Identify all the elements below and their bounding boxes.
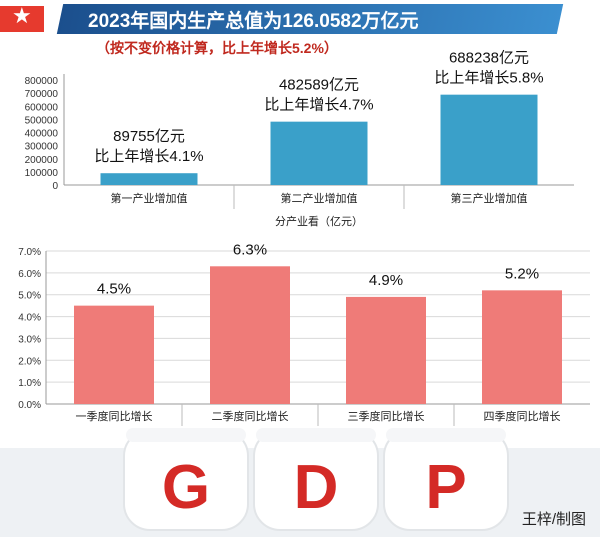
chart-subtitle: （按不变价格计算，比上年增长5.2%） — [96, 40, 338, 56]
value-label: 4.9% — [369, 272, 403, 289]
gdp-cube-top — [386, 428, 506, 442]
growth-label: 比上年增长5.8% — [434, 70, 543, 87]
growth-label: 比上年增长4.7% — [264, 97, 373, 114]
y-tick-label: 2.0% — [18, 356, 41, 367]
chart-title: 2023年国内生产总值为126.0582万亿元 — [88, 11, 419, 32]
x-axis-title: 分产业看（亿元） — [275, 214, 363, 228]
x-tick-label: 第三产业增加值 — [451, 191, 528, 205]
y-tick-label: 400000 — [25, 129, 59, 140]
quarter-bar — [210, 266, 290, 404]
y-tick-label: 4.0% — [18, 313, 41, 324]
y-tick-label: 700000 — [25, 89, 59, 100]
gdp-letter-p: P — [425, 453, 466, 522]
y-tick-label: 7.0% — [18, 247, 41, 258]
value-label: 6.3% — [233, 241, 267, 258]
title-banner: ★ 2023年国内生产总值为126.0582万亿元 — [0, 0, 600, 36]
y-tick-label: 600000 — [25, 102, 59, 113]
value-label: 482589亿元 — [279, 77, 359, 94]
quarter-bar — [346, 296, 426, 404]
y-tick-label: 500000 — [25, 115, 59, 126]
y-tick-label: 0 — [52, 181, 58, 192]
value-label: 688238亿元 — [449, 50, 529, 67]
gdp-letter-g: G — [162, 453, 210, 522]
gdp-cube-top — [256, 428, 376, 442]
x-tick-label: 一季度同比增长 — [76, 409, 153, 423]
y-tick-label: 100000 — [25, 168, 59, 179]
x-tick-label: 第一产业增加值 — [111, 191, 188, 205]
gdp-letter-d: D — [294, 453, 339, 522]
y-tick-label: 0.0% — [18, 400, 41, 411]
x-tick-label: 三季度同比增长 — [348, 409, 425, 423]
y-tick-label: 1.0% — [18, 378, 41, 389]
gdp-cube-top — [126, 428, 246, 442]
quarter-bar — [74, 305, 154, 404]
growth-label: 比上年增长4.1% — [94, 148, 203, 165]
y-tick-label: 800000 — [25, 76, 59, 87]
value-label: 4.5% — [97, 281, 131, 298]
value-label: 5.2% — [505, 265, 539, 282]
y-tick-label: 300000 — [25, 142, 59, 153]
banner-red-block — [0, 6, 44, 32]
value-label: 89755亿元 — [113, 128, 185, 145]
industry-bar — [440, 94, 538, 185]
y-tick-label: 5.0% — [18, 291, 41, 302]
y-tick-label: 200000 — [25, 155, 59, 166]
credit-text: 王梓/制图 — [521, 511, 586, 528]
x-tick-label: 二季度同比增长 — [212, 409, 289, 423]
x-tick-label: 第二产业增加值 — [281, 191, 358, 205]
y-tick-label: 6.0% — [18, 269, 41, 280]
x-tick-label: 四季度同比增长 — [484, 409, 561, 423]
quarter-bar — [482, 290, 562, 404]
star-icon: ★ — [12, 4, 32, 29]
industry-bar — [100, 173, 198, 185]
industry-bar — [270, 121, 368, 185]
y-tick-label: 3.0% — [18, 334, 41, 345]
